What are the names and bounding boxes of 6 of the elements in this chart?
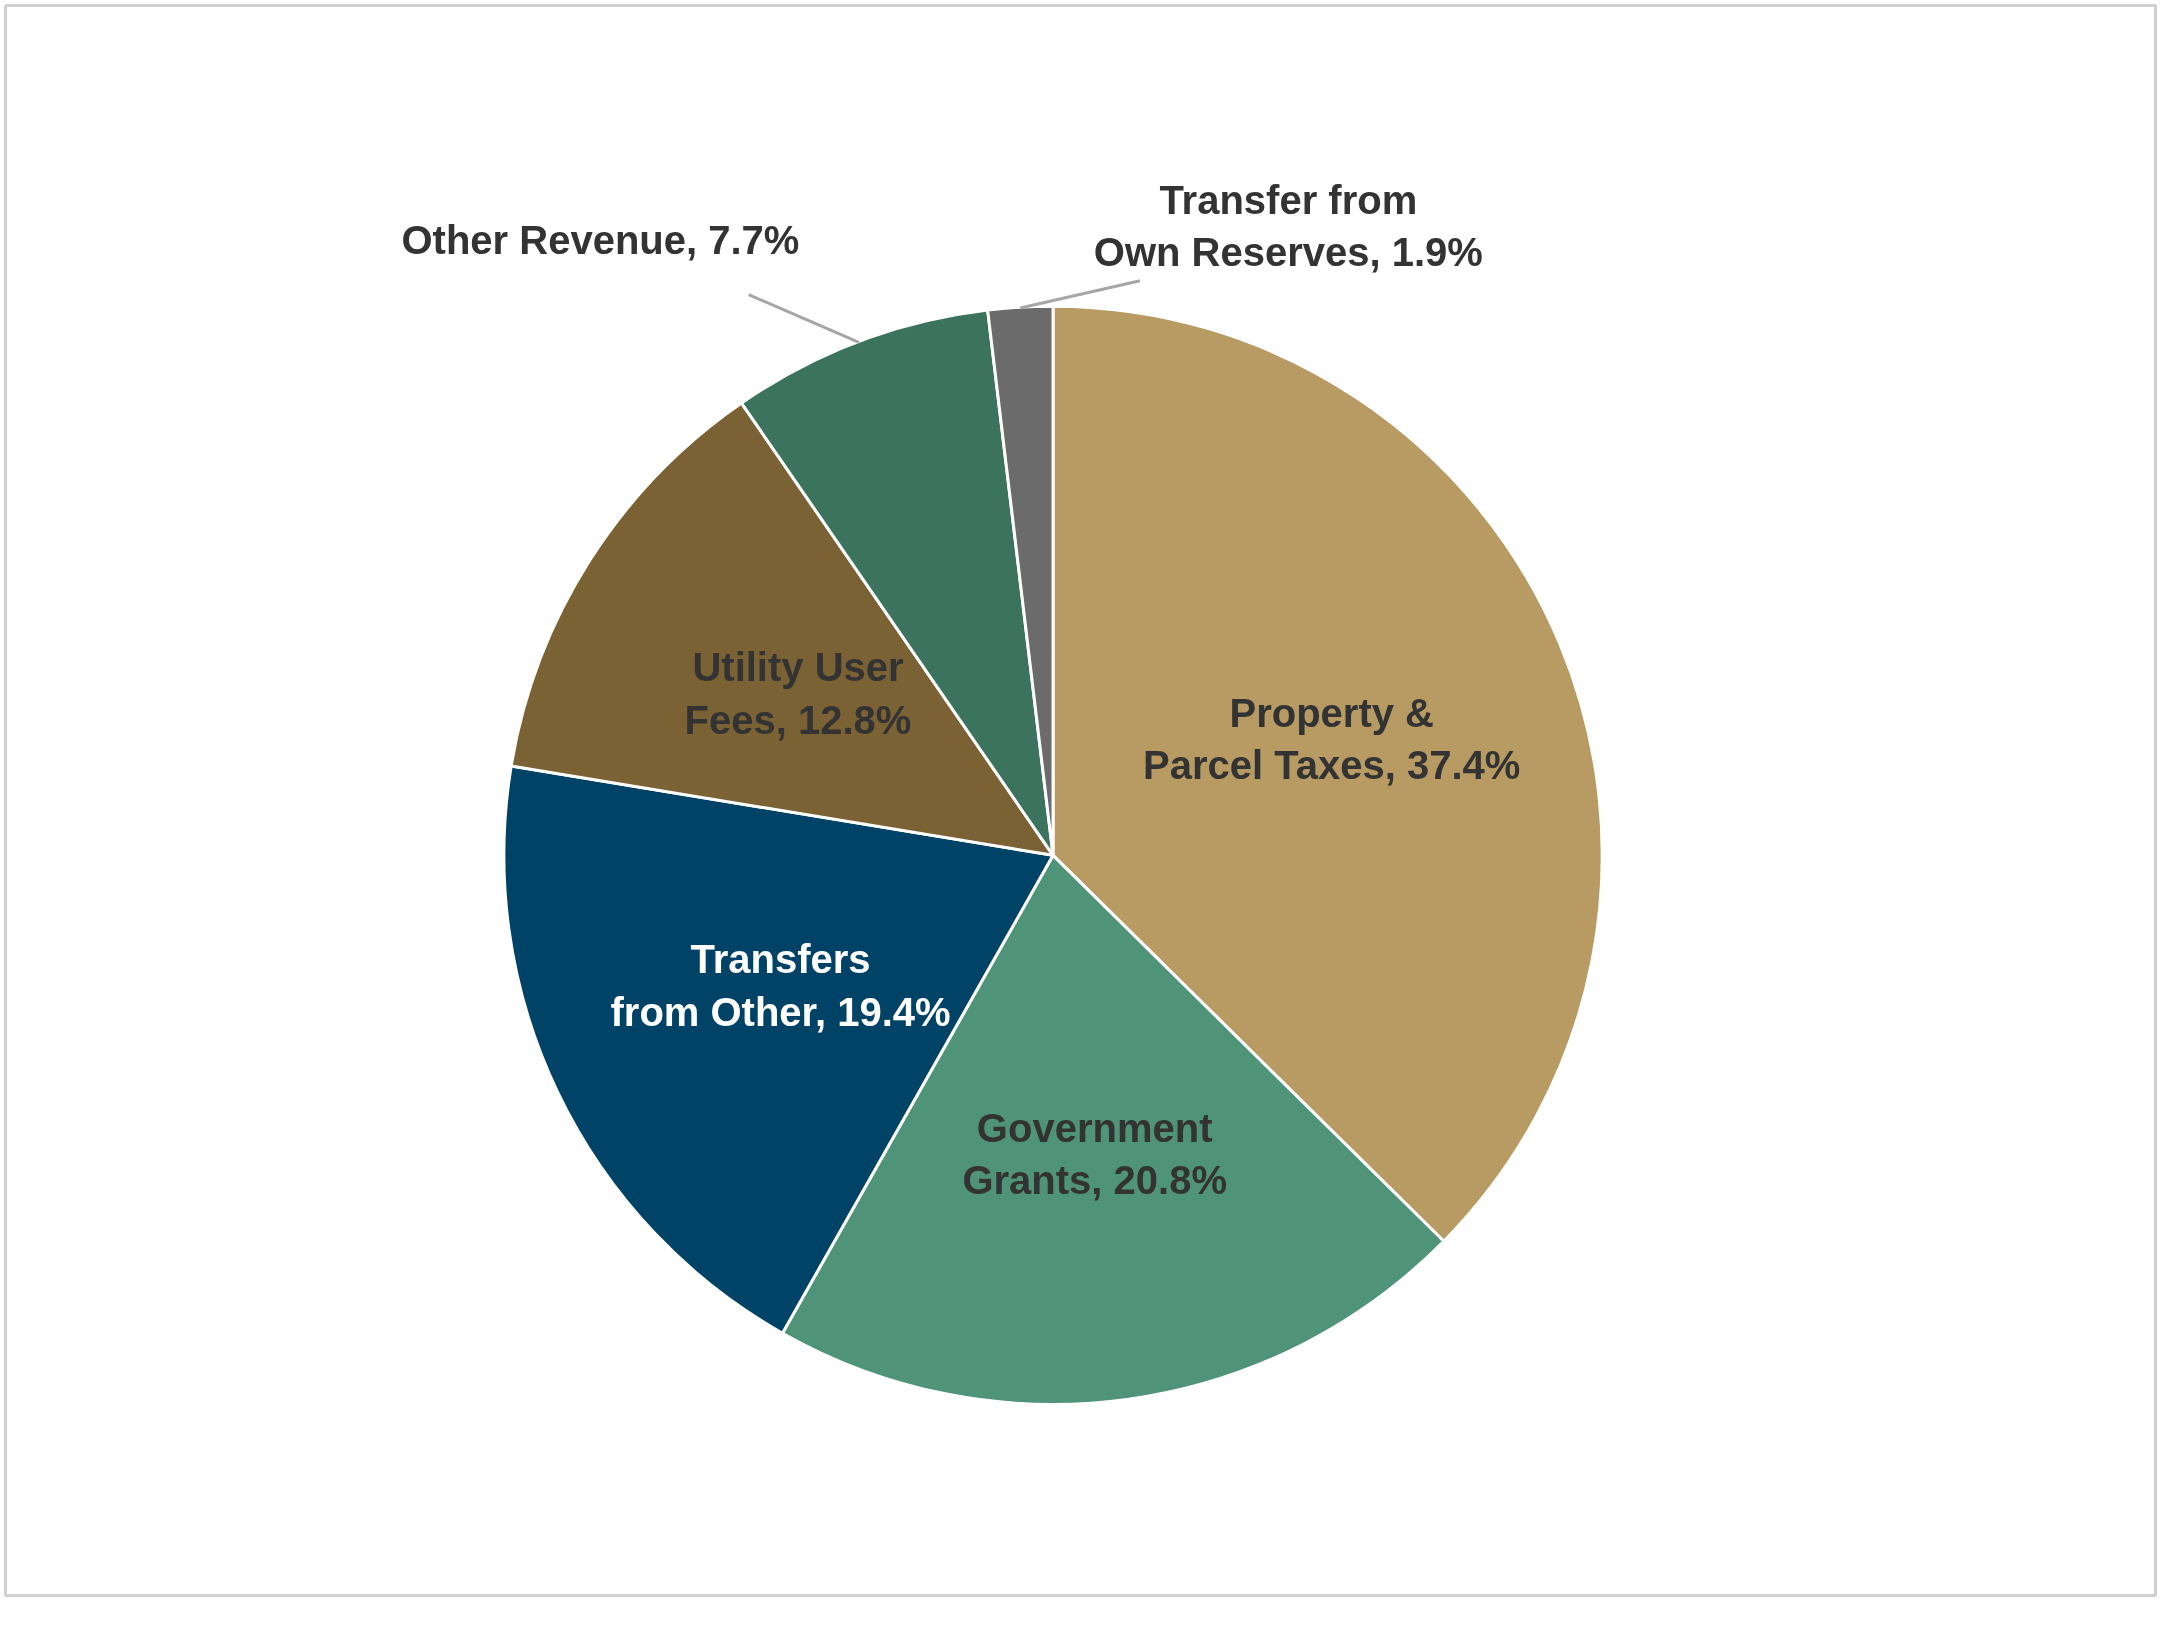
- slice-label: Government Grants, 20.8%: [962, 1105, 1227, 1203]
- slice-label: Transfer from Own Reserves, 1.9%: [1093, 177, 1483, 275]
- slice-label: Other Revenue, 7.7%: [401, 217, 800, 262]
- slice-label: Utility User Fees, 12.8%: [684, 645, 912, 743]
- slice-label: Property & Parcel Taxes, 37.4%: [1143, 690, 1521, 788]
- slice-label: Transfers from Other, 19.4%: [610, 937, 951, 1034]
